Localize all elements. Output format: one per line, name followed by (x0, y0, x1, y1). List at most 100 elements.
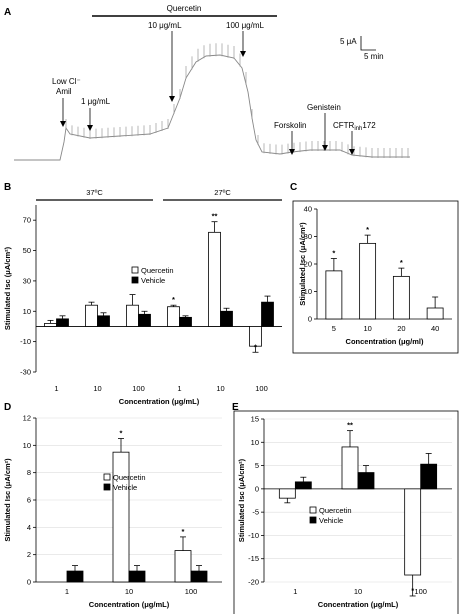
x-tick-label: 10 (125, 587, 133, 596)
y-tick-label: 0 (255, 484, 259, 493)
x-tick-label: 10 (354, 587, 362, 596)
legend-label-vehicle: Vehicle (319, 516, 343, 525)
y-tick-label: 5 (255, 461, 259, 470)
x-tick-label: 100 (132, 384, 145, 393)
chart-d: 0 2 4 6 8 10 12 * * 1 10 100 Concentration (μg/mL) St… (3, 414, 222, 609)
bar-vehicle (261, 301, 274, 327)
bar-vehicle (179, 316, 192, 327)
y-tick-label: 8 (27, 468, 31, 477)
x-axis-label: Concentration (μg/ml) (346, 337, 424, 346)
y-tick-label: 10 (23, 441, 31, 450)
bar-quercetin (167, 306, 180, 327)
y-tick-label: 0 (308, 315, 312, 324)
annotation-low-cl: Low Cl⁻ (52, 77, 81, 86)
significance-marker: * (400, 258, 403, 267)
bar-vehicle (138, 313, 151, 327)
x-tick-label: 40 (431, 324, 439, 333)
y-tick-label: 70 (23, 216, 31, 225)
scale-y-label: 5 μA (340, 37, 357, 46)
group-label-37c: 37ºC (86, 188, 103, 197)
x-tick-label: 100 (185, 587, 198, 596)
panel-label-d: D (4, 402, 11, 413)
bar-value (392, 275, 410, 320)
y-tick-label: -15 (248, 554, 259, 563)
y-axis-label: Stimulated Isc (μA/cm²) (298, 222, 307, 306)
significance-marker: * (182, 527, 185, 536)
bar-quercetin (126, 304, 139, 327)
bar-vehicle (128, 570, 146, 583)
arrow-head-cftrinh172 (349, 149, 355, 155)
x-tick-label: 10 (363, 324, 371, 333)
annotation-10ug: 10 μg/mL (148, 21, 182, 30)
y-tick-label: 6 (27, 496, 31, 505)
legend-label-quercetin: Quercetin (113, 473, 146, 482)
y-tick-label: 4 (27, 523, 31, 532)
panel-label-b: B (4, 182, 11, 193)
arrow-head-genistein (322, 145, 328, 151)
arrow-head-100ug (240, 51, 246, 57)
x-tick-label: 10 (93, 384, 101, 393)
annotation-1ug: 1 μg/mL (81, 97, 111, 106)
arrow-head-forskolin (289, 149, 295, 155)
y-tick-label: 40 (304, 205, 312, 214)
bar-quercetin (112, 451, 130, 583)
trace-oscillations (65, 43, 409, 158)
bar-quercetin (404, 488, 422, 576)
x-tick-label: 1 (65, 587, 69, 596)
y-tick-label: 50 (23, 246, 31, 255)
significance-marker: * (254, 342, 257, 351)
x-tick-label: 20 (397, 324, 405, 333)
bar-vehicle (190, 570, 208, 583)
bar-quercetin (208, 231, 221, 327)
scale-bar (360, 36, 376, 51)
annotation-100ug: 100 μg/mL (226, 21, 265, 30)
significance-marker: * (411, 586, 414, 595)
trace-title: Quercetin (167, 4, 202, 13)
x-axis-label: Concentration (μg/mL) (119, 397, 200, 406)
significance-marker: ** (347, 421, 353, 430)
bar-value (359, 242, 377, 320)
chart-c: 0 10 20 30 40 * * * 5 10 20 40 Concentration (μg/ml)… (292, 200, 459, 354)
y-tick-label: -10 (248, 531, 259, 540)
arrow-head-10ug (169, 96, 175, 102)
y-axis-label: Stimulated Isc (μA/cm²) (3, 458, 12, 542)
annotation-forskolin: Forskolin (274, 121, 306, 130)
legend-swatch-quercetin (131, 266, 139, 274)
significance-marker: * (366, 225, 369, 234)
y-tick-label: 20 (304, 260, 312, 269)
y-tick-label: 10 (251, 438, 259, 447)
significance-marker: ** (212, 212, 218, 221)
x-tick-label: 100 (255, 384, 268, 393)
x-tick-label: 1 (54, 384, 58, 393)
group-label-27c: 27ºC (214, 188, 231, 197)
scale-x-label: 5 min (364, 52, 384, 61)
y-tick-label: -30 (20, 368, 31, 377)
x-tick-label: 1 (177, 384, 181, 393)
arrow-head-amil (60, 121, 66, 127)
bar-quercetin (174, 550, 192, 583)
bar-vehicle (56, 318, 69, 327)
bar-vehicle (357, 472, 375, 490)
y-tick-label: 2 (27, 550, 31, 559)
x-tick-label: 5 (332, 324, 336, 333)
y-tick-label: 10 (304, 287, 312, 296)
y-tick-label: 15 (251, 415, 259, 424)
annotation-amil: Amil (56, 87, 72, 96)
legend-label-quercetin: Quercetin (319, 506, 352, 515)
bar-value (426, 307, 444, 320)
x-tick-label: 100 (414, 587, 427, 596)
x-axis-label: Concentration (μg/mL) (318, 600, 399, 609)
chart-frame (292, 200, 459, 354)
legend-swatch-vehicle (103, 483, 111, 491)
panel-label-a: A (4, 7, 11, 18)
y-tick-label: -10 (20, 337, 31, 346)
bar-vehicle (420, 463, 438, 490)
annotation-cftrinh172: CFTRinh172 (333, 121, 376, 132)
panel-label-c: C (290, 182, 297, 193)
bar-quercetin (85, 304, 98, 327)
bar-quercetin (278, 488, 296, 499)
y-tick-label: 12 (23, 414, 31, 423)
legend-swatch-quercetin (309, 506, 317, 514)
y-tick-label: 10 (23, 307, 31, 316)
